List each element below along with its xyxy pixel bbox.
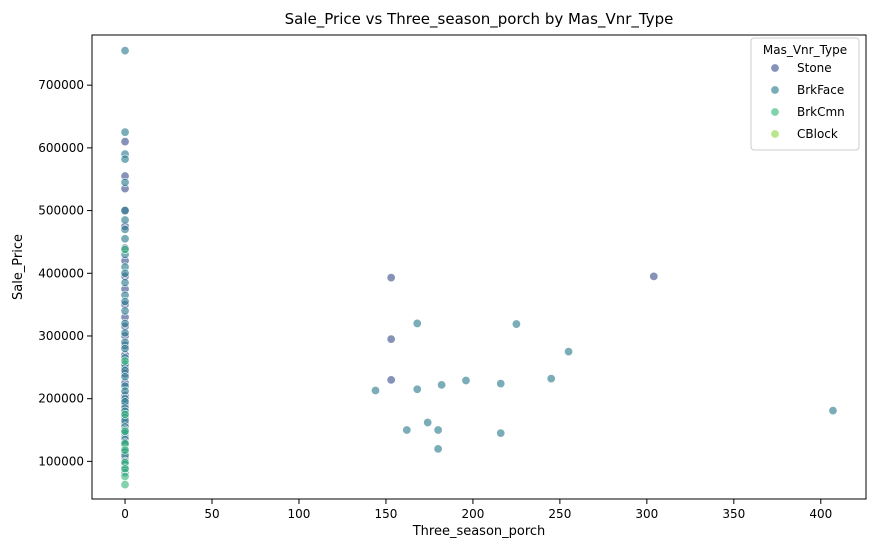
data-point-brkface — [423, 418, 433, 428]
data-point-brkface — [120, 268, 130, 278]
legend-title: Mas_Vnr_Type — [763, 43, 847, 57]
data-point-brkcmn — [120, 471, 130, 481]
x-tick-label: 350 — [722, 507, 745, 521]
data-point-brkcmn — [120, 356, 130, 366]
plot-frame — [91, 34, 867, 500]
data-point-brkface — [371, 386, 381, 396]
x-axis-label: Three_season_porch — [412, 524, 546, 539]
data-point-brkface — [564, 347, 574, 357]
data-point-brkface — [120, 386, 130, 396]
data-point-brkface — [496, 379, 506, 389]
x-tick-label: 300 — [635, 507, 658, 521]
y-tick-label: 700000 — [38, 78, 84, 92]
points-layer — [120, 46, 838, 490]
data-point-stone — [386, 273, 396, 283]
y-tick-label: 300000 — [38, 329, 84, 343]
data-point-brkcmn — [120, 445, 130, 455]
data-point-brkface — [120, 278, 130, 288]
data-point-brkface — [120, 296, 130, 306]
y-tick-label: 100000 — [38, 454, 84, 468]
data-point-brkface — [120, 372, 130, 382]
y-tick-label: 500000 — [38, 204, 84, 218]
data-point-stone — [386, 375, 396, 385]
data-point-brkface — [828, 406, 838, 416]
data-point-brkface — [120, 344, 130, 354]
legend-label: BrkCmn — [797, 105, 845, 119]
data-point-brkface — [120, 206, 130, 216]
data-point-brkface — [496, 428, 506, 438]
x-tick-label: 50 — [204, 507, 219, 521]
legend-label: BrkFace — [797, 83, 844, 97]
y-tick-label: 400000 — [38, 266, 84, 280]
x-tick-label: 150 — [374, 507, 397, 521]
data-point-brkface — [120, 46, 130, 56]
legend-marker — [770, 85, 780, 95]
data-point-brkcmn — [120, 426, 130, 436]
legend-marker — [770, 107, 780, 117]
data-point-brkface — [437, 380, 447, 390]
x-tick-label: 100 — [288, 507, 311, 521]
y-tick-label: 600000 — [38, 141, 84, 155]
data-point-brkface — [120, 127, 130, 137]
data-point-brkface — [546, 374, 556, 384]
data-point-stone — [386, 334, 396, 344]
data-point-brkface — [402, 425, 412, 435]
data-point-brkcmn — [120, 480, 130, 490]
x-tick-label: 200 — [461, 507, 484, 521]
data-point-brkface — [511, 319, 521, 329]
data-point-brkface — [461, 375, 471, 385]
chart-title: Sale_Price vs Three_season_porch by Mas_… — [285, 10, 674, 29]
data-point-brkface — [433, 425, 443, 435]
legend-label: Stone — [797, 61, 832, 75]
data-point-brkface — [120, 234, 130, 244]
legend: Mas_Vnr_Type Stone BrkFace BrkCmn CBlock — [750, 37, 860, 151]
data-point-brkface — [120, 215, 130, 225]
legend-label: CBlock — [797, 127, 838, 141]
x-tick-label: 250 — [548, 507, 571, 521]
y-tick-label: 200000 — [38, 392, 84, 406]
data-point-brkface — [120, 306, 130, 316]
data-point-stone — [120, 137, 130, 147]
data-point-brkcmn — [120, 244, 130, 254]
data-point-brkface — [120, 328, 130, 338]
x-tick-label: 0 — [121, 507, 129, 521]
y-axis-label: Sale_Price — [11, 234, 26, 300]
data-point-brkface — [120, 154, 130, 164]
data-point-brkface — [120, 224, 130, 234]
legend-marker — [770, 129, 780, 139]
x-axis: 0 50 100 150 200 250 300 350 400 — [121, 499, 832, 521]
data-point-brkface — [412, 318, 422, 328]
data-point-brkcmn — [120, 409, 130, 419]
data-point-brkface — [120, 177, 130, 187]
data-point-stone — [649, 271, 659, 281]
data-point-brkface — [120, 318, 130, 328]
data-point-brkface — [412, 384, 422, 394]
x-tick-label: 400 — [809, 507, 832, 521]
legend-marker — [770, 63, 780, 73]
data-point-brkcmn — [120, 464, 130, 474]
data-point-brkface — [433, 444, 443, 454]
y-axis: 100000 200000 300000 400000 500000 600000 7000… — [38, 78, 92, 468]
